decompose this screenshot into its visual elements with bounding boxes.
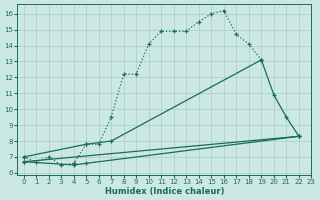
X-axis label: Humidex (Indice chaleur): Humidex (Indice chaleur) bbox=[105, 187, 224, 196]
